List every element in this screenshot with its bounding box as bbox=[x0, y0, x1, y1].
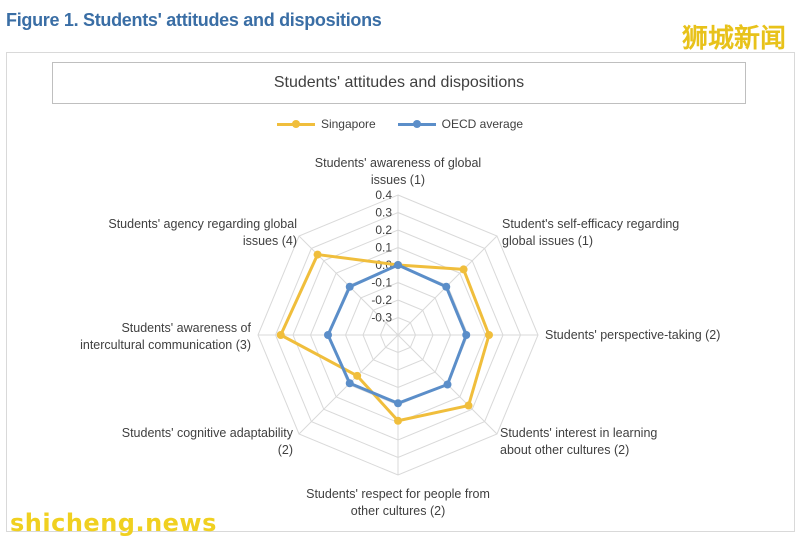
chart-title: Students' attitudes and dispositions bbox=[52, 62, 746, 104]
legend-swatch-oecd bbox=[397, 119, 436, 129]
axis-label: Student's self-efficacy regarding global … bbox=[502, 216, 742, 250]
data-point-singapore bbox=[313, 250, 322, 259]
legend: Singapore OECD average bbox=[0, 117, 800, 131]
axis-label-line: Students' perspective-taking (2) bbox=[545, 328, 721, 342]
watermark-english: shicheng.news bbox=[10, 509, 217, 537]
legend-item-singapore: Singapore bbox=[276, 117, 376, 131]
legend-swatch-singapore bbox=[276, 119, 315, 129]
tick-label: 0.2 bbox=[375, 223, 392, 237]
data-point-oecd bbox=[345, 379, 354, 388]
axis-label-line: Students' awareness of bbox=[121, 321, 251, 335]
tick-label: -0.1 bbox=[371, 276, 392, 290]
axis-label-line: about other cultures (2) bbox=[500, 443, 630, 457]
axis-label: Students' perspective-taking (2) bbox=[545, 327, 785, 344]
axis-label: Students' awareness of intercultural comm… bbox=[11, 320, 251, 354]
tick-label: -0.2 bbox=[371, 293, 392, 307]
figure-title: Figure 1. Students' attitudes and dispos… bbox=[6, 10, 382, 30]
tick-label: 0.1 bbox=[375, 241, 392, 255]
axis-label-line: issues (1) bbox=[370, 173, 426, 187]
data-point-oecd bbox=[394, 399, 402, 408]
axis-label-line: Students' interest in learning bbox=[500, 426, 658, 440]
axis-label-line: global issues (1) bbox=[502, 234, 594, 248]
data-point-singapore bbox=[485, 331, 493, 339]
data-point-oecd bbox=[442, 282, 451, 291]
data-point-singapore bbox=[459, 265, 468, 274]
axis-label-line: Students' awareness of global bbox=[314, 156, 482, 170]
axis-label-line: Students' cognitive adaptability bbox=[121, 426, 293, 440]
watermark-chinese: 狮城新闻 bbox=[681, 24, 786, 54]
axis-label: Students' cognitive adaptability (2) bbox=[53, 425, 293, 459]
axis-label-line: intercultural communication (3) bbox=[80, 338, 251, 352]
axis-label-line: Student's self-efficacy regarding bbox=[502, 217, 680, 231]
axis-label-line: issues (4) bbox=[242, 234, 297, 248]
axis-label: Students' awareness of global issues (1) bbox=[278, 155, 518, 189]
tick-label: 0.4 bbox=[375, 188, 392, 202]
axis-label: Students' interest in learning about othe… bbox=[500, 425, 740, 459]
tick-label: 0.3 bbox=[375, 206, 392, 220]
data-point-singapore bbox=[353, 371, 362, 380]
data-point-oecd bbox=[462, 331, 471, 339]
axis-label-line: (2) bbox=[277, 443, 293, 457]
data-point-oecd bbox=[345, 282, 354, 291]
data-point-singapore bbox=[464, 401, 473, 410]
axis-label: Students' respect for people from other c… bbox=[278, 486, 518, 520]
data-point-singapore bbox=[394, 416, 402, 425]
data-point-singapore bbox=[276, 331, 285, 339]
data-point-oecd bbox=[394, 261, 402, 269]
chart-frame bbox=[6, 52, 795, 532]
axis-label-line: Students' respect for people from bbox=[306, 487, 490, 501]
data-point-oecd bbox=[443, 380, 452, 389]
data-point-oecd bbox=[324, 331, 332, 339]
axis-label: Students' agency regarding global issues … bbox=[57, 216, 297, 250]
legend-label-oecd: OECD average bbox=[441, 117, 524, 131]
legend-label-singapore: Singapore bbox=[320, 117, 376, 131]
tick-label: -0.3 bbox=[371, 311, 392, 325]
axis-label-line: other cultures (2) bbox=[350, 504, 446, 518]
axis-label-line: Students' agency regarding global bbox=[108, 217, 297, 231]
legend-item-oecd: OECD average bbox=[397, 117, 524, 131]
